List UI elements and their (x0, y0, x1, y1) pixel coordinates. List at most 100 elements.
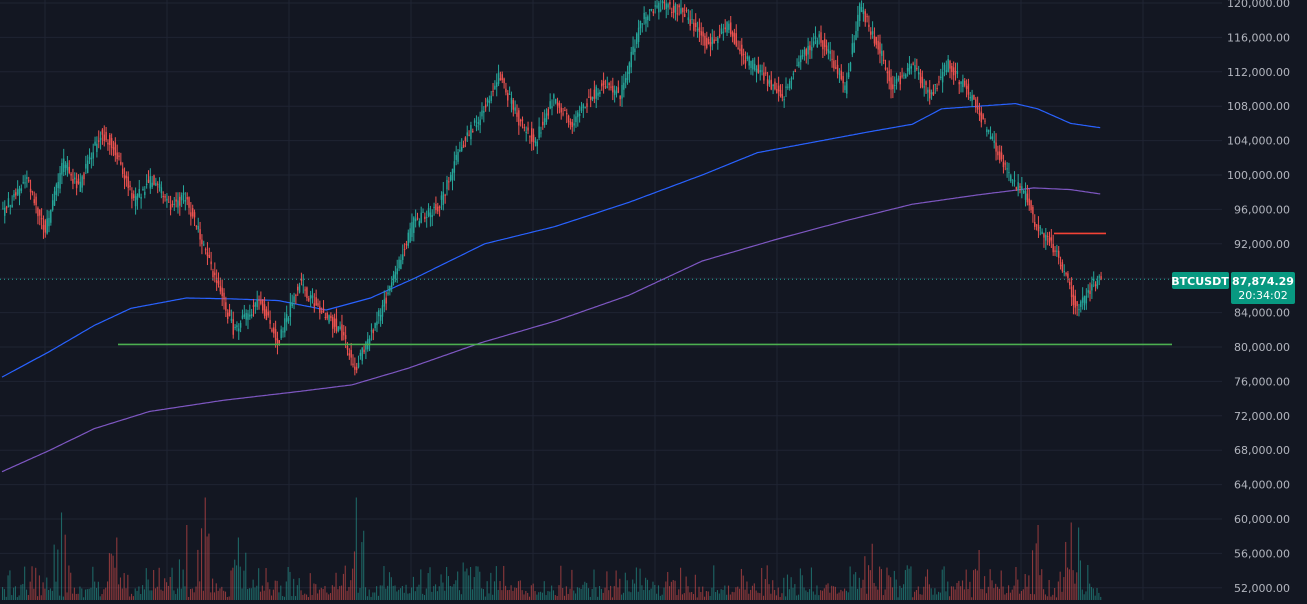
candle-body (107, 142, 109, 145)
candle-body (109, 134, 111, 145)
candle-body (969, 97, 971, 99)
candle-body (464, 137, 467, 141)
horizontal-levels[interactable] (0, 232, 1172, 346)
volume-bar (980, 588, 982, 600)
candle (243, 304, 246, 319)
volume-bar (904, 570, 906, 600)
candle-body (890, 77, 892, 90)
volume-bar (906, 565, 908, 600)
candle (201, 234, 203, 255)
candle (22, 175, 24, 185)
candle-body (678, 5, 680, 8)
candle-body (147, 179, 150, 183)
volume-bar (84, 589, 87, 600)
volume-bar (224, 591, 227, 600)
volume-bar (337, 589, 339, 600)
candle (814, 26, 817, 45)
candle (46, 209, 48, 235)
candle-body (221, 287, 223, 297)
candle-body (313, 303, 316, 307)
volume-bar (14, 586, 17, 600)
candle-body (510, 97, 513, 104)
candle-body (51, 200, 54, 211)
volume-bar (575, 593, 577, 600)
candle (92, 143, 94, 166)
candle (1010, 173, 1012, 183)
price-tick-label: 96,000.00 (1234, 203, 1290, 216)
candle (947, 55, 949, 73)
volume-bar (794, 584, 796, 600)
volume-bar (466, 568, 468, 600)
candle (755, 65, 758, 83)
candle (136, 193, 139, 210)
candle (847, 63, 850, 80)
candle-body (857, 14, 859, 32)
candle (35, 193, 37, 214)
candle (1067, 271, 1069, 283)
candle (285, 305, 288, 331)
volume-bar (582, 584, 584, 600)
candle (354, 357, 356, 376)
candle-body (665, 3, 667, 9)
candle (293, 292, 295, 310)
candle-body (400, 259, 402, 269)
candle (427, 203, 430, 218)
price-tick-label: 120,000.00 (1227, 0, 1290, 10)
candle-body (613, 89, 616, 96)
candle-body (556, 102, 559, 106)
candle (431, 209, 433, 227)
volume-bar (919, 594, 921, 600)
volume-bar (189, 588, 192, 600)
candle (866, 13, 868, 23)
candle (308, 295, 310, 303)
price-axis[interactable]: 52,000.0056,000.0060,000.0064,000.0068,0… (1227, 0, 1290, 595)
candle-body (289, 301, 292, 317)
volume-bar (101, 594, 103, 600)
moving-average-fast-line (1, 102, 1101, 378)
candle-body (595, 86, 597, 99)
candle (842, 71, 844, 93)
candle (328, 314, 330, 325)
volume-bar (595, 587, 597, 600)
volume-bar (558, 585, 560, 600)
candle-body (273, 327, 275, 334)
volume-bar (333, 586, 335, 600)
volume-bar (961, 580, 964, 600)
volume-bar (569, 588, 571, 600)
candle-body (133, 194, 135, 198)
candle (860, 0, 863, 13)
candle-body (383, 299, 386, 307)
candle-body (864, 11, 866, 23)
volume-bar (934, 588, 936, 600)
candle-body (936, 87, 938, 89)
candle (954, 62, 957, 81)
candle (669, 0, 671, 10)
candle-body (1072, 294, 1075, 306)
candle-body (477, 122, 480, 124)
candle (739, 40, 741, 55)
candle-body (628, 62, 631, 75)
volume-bar (154, 588, 157, 600)
candle-body (462, 144, 465, 148)
candle-body (569, 121, 572, 125)
candle-body (33, 199, 35, 204)
candle (326, 311, 328, 321)
candle-body (191, 208, 194, 217)
volume-bar (810, 567, 812, 600)
candle-body (602, 80, 605, 86)
candle (1041, 228, 1043, 235)
volume-bar (528, 596, 531, 600)
volume-bar (57, 549, 59, 600)
volume-bar (893, 570, 895, 600)
candle-body (801, 54, 804, 57)
volume-bar (650, 588, 652, 600)
volume-bar (479, 571, 481, 600)
candle (1028, 189, 1030, 211)
volume-bar (403, 592, 405, 600)
volume-bar (46, 577, 48, 600)
candle (317, 298, 319, 307)
candle (26, 170, 28, 188)
